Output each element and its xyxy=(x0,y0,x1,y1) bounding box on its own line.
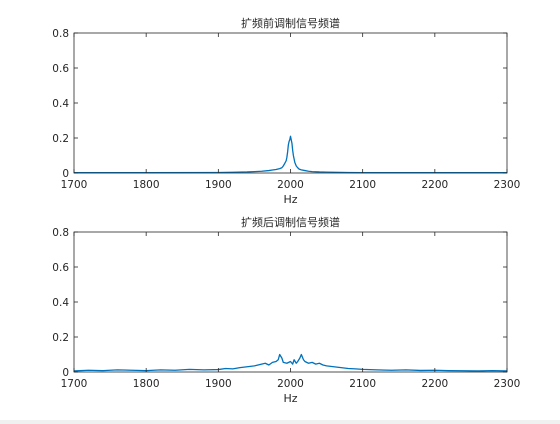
chart-1-xtick-label: 1800 xyxy=(133,179,160,191)
chart-1-xtick-label: 2200 xyxy=(421,179,448,191)
chart-1-ytick-label: 0.2 xyxy=(52,133,69,145)
chart-1-ytick-label: 0 xyxy=(62,168,69,180)
chart-2-xtick-label: 1900 xyxy=(205,378,232,390)
chart-2-ytick-label: 0.6 xyxy=(52,262,69,274)
chart-2-ytick-label: 0 xyxy=(62,367,69,379)
chart-2-xtick-label: 2300 xyxy=(494,378,521,390)
chart-1-ytick-label: 0.6 xyxy=(52,63,69,75)
chart-2-xlabel: Hz xyxy=(283,392,297,405)
chart-1-xlabel: Hz xyxy=(283,193,297,206)
chart-1-xtick-label: 1700 xyxy=(61,179,88,191)
chart-1-xtick-label: 2300 xyxy=(494,179,521,191)
chart-2-xtick-label: 2000 xyxy=(277,378,304,390)
chart-2-xtick-label: 2200 xyxy=(421,378,448,390)
chart-1-ytick-label: 0.8 xyxy=(52,28,69,40)
chart-2-title: 扩频后调制信号频谱 xyxy=(241,215,340,229)
chart-1-xtick-label: 1900 xyxy=(205,179,232,191)
chart-2-ytick-label: 0.8 xyxy=(52,227,69,239)
chart-2-plot-area xyxy=(74,232,507,372)
chart-2-xtick-label: 2100 xyxy=(349,378,376,390)
chart-1-series-1-line xyxy=(74,135,507,174)
chart-1-ytick-label: 0.4 xyxy=(52,98,69,110)
chart-1-group: 1700 1800 1900 2000 2100 2200 2300 0 0.2 0.4 0.6 0.… xyxy=(52,16,520,206)
chart-2-group: 1700 1800 1900 2000 2100 2200 2300 0 0.2 0.4 0.6 0.… xyxy=(52,215,520,405)
chart-2-xtick-label: 1800 xyxy=(133,378,160,390)
chart-2-ytick-label: 0.4 xyxy=(52,297,69,309)
chart-2-series-1-line xyxy=(73,353,508,372)
chart-1-xtick-label: 2000 xyxy=(277,179,304,191)
chart-1-plot-area xyxy=(74,33,507,173)
chart-2-ytick-label: 0.2 xyxy=(52,332,69,344)
chart-1-xtick-label: 2100 xyxy=(349,179,376,191)
chart-2-xtick-label: 1700 xyxy=(61,378,88,390)
chart-1-title: 扩频前调制信号频谱 xyxy=(241,16,340,30)
